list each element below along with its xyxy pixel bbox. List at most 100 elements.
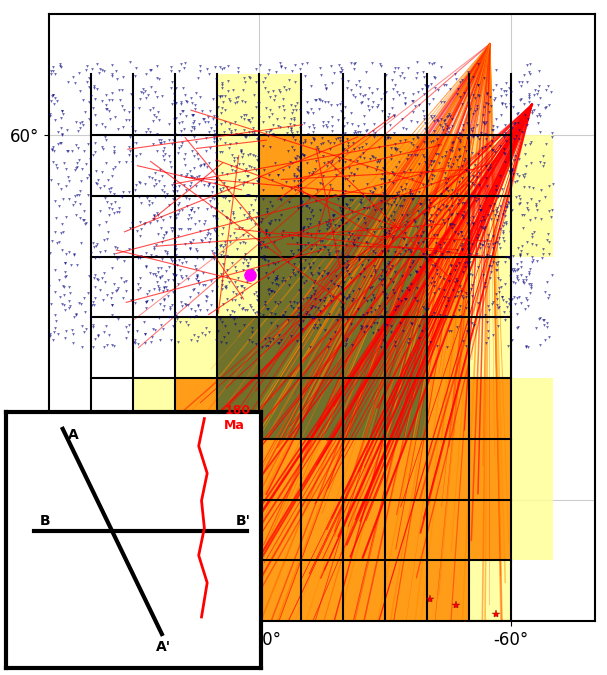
Bar	[132, 560, 175, 621]
Bar	[385, 135, 427, 196]
Bar	[469, 439, 511, 500]
Bar	[385, 378, 427, 439]
Bar	[300, 439, 343, 500]
Bar	[385, 196, 427, 256]
Text: B: B	[40, 514, 51, 528]
Bar	[511, 135, 553, 196]
Bar	[427, 500, 469, 560]
Bar	[469, 560, 511, 621]
Bar	[343, 135, 385, 196]
Bar	[217, 74, 259, 135]
Bar	[175, 439, 217, 500]
Bar	[385, 378, 427, 439]
Bar	[469, 196, 511, 256]
Bar	[300, 500, 343, 560]
Bar	[217, 317, 259, 378]
Bar	[217, 196, 259, 256]
Bar	[469, 135, 511, 196]
Bar	[217, 378, 259, 439]
Bar	[343, 500, 385, 560]
Bar	[469, 256, 511, 317]
Bar	[469, 378, 511, 439]
Bar	[259, 378, 300, 439]
Bar	[132, 500, 175, 560]
Bar	[300, 439, 343, 500]
Bar	[343, 378, 385, 439]
Text: B': B'	[236, 514, 251, 528]
Bar	[385, 317, 427, 378]
Bar	[427, 196, 469, 256]
Text: A: A	[69, 428, 79, 442]
Bar	[385, 135, 427, 196]
Bar	[259, 317, 300, 378]
Bar	[175, 500, 217, 560]
Bar	[343, 439, 385, 500]
Bar	[385, 439, 427, 500]
Bar	[217, 560, 259, 621]
Bar	[385, 439, 427, 500]
Bar	[343, 560, 385, 621]
Bar	[300, 317, 343, 378]
Bar	[385, 378, 427, 439]
Bar	[132, 621, 175, 675]
Bar	[511, 196, 553, 256]
Bar	[300, 560, 343, 621]
Bar	[90, 500, 132, 560]
Bar	[427, 439, 469, 500]
Bar	[427, 256, 469, 317]
Bar	[217, 317, 259, 378]
Bar	[175, 317, 217, 378]
Bar	[385, 196, 427, 256]
Bar	[469, 378, 511, 439]
Bar	[343, 439, 385, 500]
Bar	[427, 256, 469, 317]
Bar	[259, 621, 300, 675]
Text: A': A'	[156, 640, 171, 654]
Bar	[385, 560, 427, 621]
Bar	[427, 378, 469, 439]
Bar	[259, 74, 300, 135]
Bar	[175, 560, 217, 621]
Bar	[217, 378, 259, 439]
Bar	[427, 317, 469, 378]
Bar	[300, 196, 343, 256]
Bar	[300, 560, 343, 621]
Bar	[427, 560, 469, 621]
Bar	[343, 378, 385, 439]
Bar	[385, 500, 427, 560]
Bar	[217, 621, 259, 675]
Bar	[259, 378, 300, 439]
Bar	[385, 317, 427, 378]
Bar	[259, 500, 300, 560]
Bar	[300, 317, 343, 378]
Bar	[343, 256, 385, 317]
Bar	[259, 500, 300, 560]
Bar	[259, 196, 300, 256]
Bar	[511, 439, 553, 500]
Bar	[343, 317, 385, 378]
Bar	[511, 500, 553, 560]
Bar	[259, 439, 300, 500]
Bar	[217, 500, 259, 560]
Bar	[217, 439, 259, 500]
Bar	[427, 378, 469, 439]
Bar	[300, 317, 343, 378]
Bar	[175, 439, 217, 500]
Text: 180
Ma: 180 Ma	[224, 404, 250, 432]
Bar	[132, 500, 175, 560]
Bar	[469, 317, 511, 378]
Bar	[175, 621, 217, 675]
Bar	[300, 196, 343, 256]
Bar	[343, 256, 385, 317]
Bar	[217, 560, 259, 621]
Bar	[300, 256, 343, 317]
Bar	[217, 378, 259, 439]
Bar	[217, 256, 259, 317]
Bar	[175, 500, 217, 560]
Bar	[175, 378, 217, 439]
Bar	[385, 256, 427, 317]
Bar	[259, 317, 300, 378]
Bar	[217, 317, 259, 378]
Bar	[385, 560, 427, 621]
Bar	[343, 378, 385, 439]
